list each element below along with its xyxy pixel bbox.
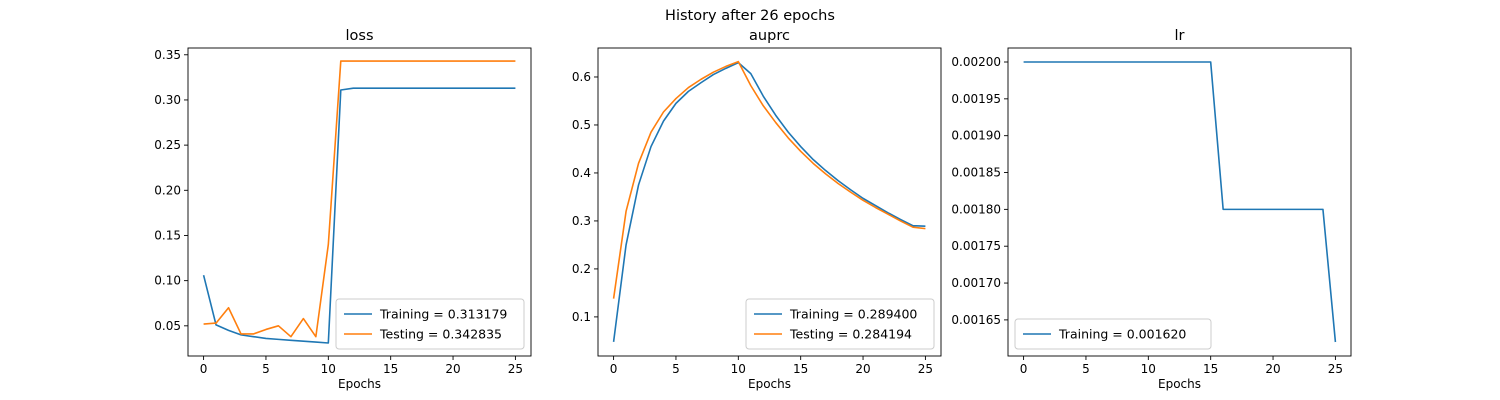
x-tick-label: 15 <box>1203 362 1218 376</box>
x-tick-label: 5 <box>672 362 680 376</box>
x-tick-label: 10 <box>731 362 746 376</box>
x-tick-label: 25 <box>918 362 933 376</box>
x-axis-label: Epochs <box>1158 377 1201 391</box>
axes-frame <box>597 47 942 357</box>
axes-frame <box>187 47 532 357</box>
series-line-1 <box>612 60 926 299</box>
x-tick-label: 5 <box>262 362 270 376</box>
chart-loss: 0 5 10 15 20 25 0.05 0.10 0.15 0.20 0.25 0.30 0.35 lo… <box>154 28 532 391</box>
y-tick-label: 0.30 <box>154 93 181 107</box>
legend: Training = 0.001620 <box>1014 318 1212 350</box>
legend-label: Training = 0.313179 <box>379 307 507 322</box>
legend-box <box>1014 318 1212 350</box>
charts-container: 0 5 10 15 20 250.050.100.150.200.250.300.35lo… <box>154 28 1352 391</box>
x-tick-label: 5 <box>1082 362 1090 376</box>
x-tick-label: 15 <box>793 362 808 376</box>
x-tick-label: 25 <box>1328 362 1343 376</box>
y-tick-label: 0.15 <box>154 228 181 242</box>
y-tick-label: 0.25 <box>154 138 181 152</box>
legend-label: Testing = 0.284194 <box>789 327 912 342</box>
legend: Training = 0.289400 Testing = 0.284194 <box>745 298 935 350</box>
y-tick-label: 0.4 <box>572 166 591 180</box>
y-tick-label: 0.1 <box>572 310 591 324</box>
chart-title: auprc <box>749 28 790 44</box>
x-tick-label: 10 <box>1141 362 1156 376</box>
y-tick-label: 0.00185 <box>951 166 1001 180</box>
x-tick-label: 20 <box>445 362 460 376</box>
legend-label: Testing = 0.342835 <box>379 327 502 342</box>
y-tick-label: 0.00165 <box>951 313 1001 327</box>
y-tick-label: 0.00180 <box>951 202 1001 216</box>
y-tick-label: 0.35 <box>154 48 181 62</box>
legend-label: Training = 0.289400 <box>789 307 917 322</box>
x-tick-label: 0 <box>610 362 618 376</box>
chart-auprc: 0 5 10 15 20 25 0.1 0.2 0.3 0.4 0.5 0.6 auprc Epochs T… <box>572 28 942 391</box>
y-tick-label: 0.5 <box>572 118 591 132</box>
y-tick-label: 0.00195 <box>951 92 1001 106</box>
legend-box <box>335 298 525 350</box>
x-axis-label: Epochs <box>748 377 791 391</box>
legend-box <box>745 298 935 350</box>
series-line-0 <box>612 61 926 342</box>
y-tick-label: 0.20 <box>154 183 181 197</box>
x-tick-label: 0 <box>1020 362 1028 376</box>
series-line-1 <box>203 60 516 338</box>
y-tick-label: 0.2 <box>572 262 591 276</box>
y-tick-label: 0.00190 <box>951 129 1001 143</box>
x-tick-label: 15 <box>383 362 398 376</box>
y-tick-label: 0.10 <box>154 274 181 288</box>
x-tick-label: 20 <box>855 362 870 376</box>
x-tick-label: 25 <box>508 362 523 376</box>
y-tick-label: 0.00175 <box>951 239 1001 253</box>
legend: Training = 0.313179 Testing = 0.342835 <box>335 298 525 350</box>
y-tick-label: 0.3 <box>572 214 591 228</box>
series-line-0 <box>202 87 516 344</box>
x-tick-label: 0 <box>200 362 208 376</box>
y-tick-label: 0.00200 <box>951 55 1001 69</box>
chart-title: lr <box>1175 28 1185 44</box>
x-tick-label: 10 <box>321 362 336 376</box>
series-line-0 <box>1023 61 1337 343</box>
x-tick-label: 20 <box>1265 362 1280 376</box>
chart-lr: 0 5 10 15 20 25 0.00165 0.00170 0.00175 0.00180 0.… <box>951 28 1352 391</box>
figure-suptitle: History after 26 epochs <box>665 8 835 24</box>
y-tick-label: 0.05 <box>154 319 181 333</box>
y-tick-label: 0.6 <box>572 70 591 84</box>
x-axis-label: Epochs <box>338 377 381 391</box>
axes-frame <box>1007 47 1352 357</box>
chart-title: loss <box>345 28 373 44</box>
legend-label: Training = 0.001620 <box>1058 327 1186 342</box>
y-tick-label: 0.00170 <box>951 276 1001 290</box>
